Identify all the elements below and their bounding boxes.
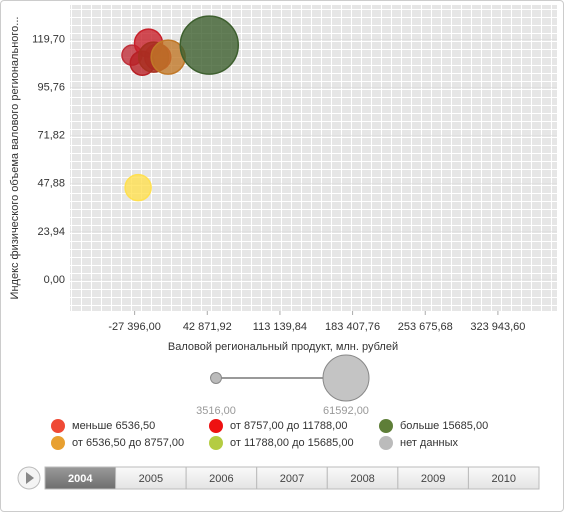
y-tick-label: 47,88	[37, 178, 65, 190]
legend-label: меньше 6536,50	[72, 420, 155, 432]
x-tick-label: 323 943,60	[470, 321, 525, 333]
legend-label: нет данных	[400, 437, 459, 449]
legend-swatch	[51, 436, 65, 450]
size-legend-max-label: 61592,00	[323, 405, 369, 417]
x-tick-label: 42 871,92	[183, 321, 232, 333]
y-tick-label: 119,70	[32, 34, 65, 46]
size-legend-min	[210, 372, 222, 384]
year-label: 2004	[68, 473, 93, 485]
size-legend-min-label: 3516,00	[196, 405, 236, 417]
legend-label: от 6536,50 до 8757,00	[72, 437, 184, 449]
y-tick-label: 23,94	[37, 226, 65, 238]
year-label: 2006	[209, 473, 233, 485]
bubble	[179, 15, 240, 75]
legend-swatch	[209, 419, 223, 433]
size-legend-max	[322, 354, 370, 402]
y-tick-label: 71,82	[37, 130, 65, 142]
x-tick-label: 253 675,68	[398, 321, 453, 333]
legend-swatch	[51, 419, 65, 433]
play-icon	[26, 472, 34, 484]
year-label: 2010	[491, 473, 515, 485]
legend-swatch	[379, 436, 393, 450]
year-label: 2009	[421, 473, 445, 485]
y-tick-label: 0,00	[44, 274, 65, 286]
year-label: 2008	[350, 473, 374, 485]
year-label: 2007	[280, 473, 304, 485]
legend-swatch	[209, 436, 223, 450]
legend-swatch	[379, 419, 393, 433]
x-tick-label: 183 407,76	[325, 321, 380, 333]
legend-label: от 8757,00 до 11788,00	[230, 420, 347, 432]
x-tick-label: 113 139,84	[253, 321, 307, 333]
legend-label: больше 15685,00	[400, 420, 488, 432]
year-cell[interactable]	[467, 466, 540, 490]
x-tick-label: -27 396,00	[108, 321, 161, 333]
bubble	[124, 173, 152, 202]
x-axis-label: Валовой региональный продукт, млн. рубле…	[168, 341, 398, 353]
year-label: 2005	[139, 473, 163, 485]
y-axis-label: Индекс физического объема валового регио…	[9, 17, 21, 300]
legend-label: от 11788,00 до 15685,00	[230, 437, 354, 449]
y-tick-label: 95,76	[37, 82, 65, 94]
